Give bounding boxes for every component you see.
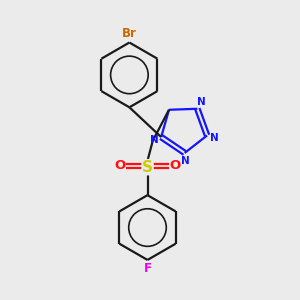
Text: N: N: [181, 156, 189, 166]
Text: F: F: [143, 262, 152, 275]
Text: O: O: [115, 159, 126, 172]
Text: O: O: [169, 159, 181, 172]
Text: N: N: [210, 133, 219, 142]
Text: N: N: [149, 135, 158, 145]
Text: N: N: [197, 98, 206, 107]
Text: Br: Br: [122, 27, 137, 40]
Text: S: S: [142, 160, 153, 175]
